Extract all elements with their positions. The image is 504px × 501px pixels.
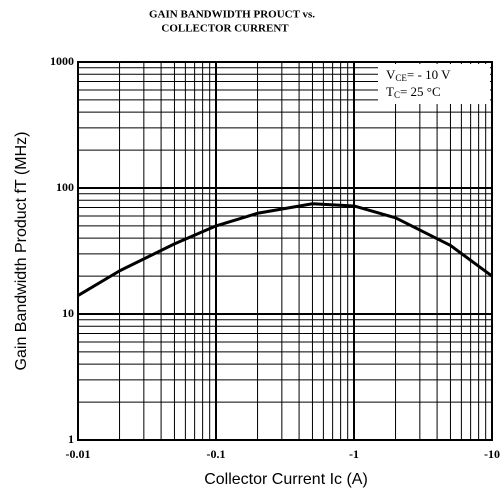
x-tick-label: -0.1 — [207, 447, 226, 461]
y-tick-label: 1 — [68, 432, 74, 446]
y-tick-label: 1000 — [50, 54, 74, 68]
y-axis-label: Gain Bandwidth Product fT (MHz) — [13, 132, 30, 371]
annotation-box — [378, 64, 490, 104]
annotation-text: = - 10 V — [407, 67, 451, 82]
chart-title: COLLECTOR CURRENT — [161, 23, 289, 35]
x-tick-label: -10 — [484, 447, 500, 461]
chart-title: GAIN BANDWIDTH PROUCT vs. — [149, 9, 315, 21]
y-tick-label: 100 — [56, 180, 74, 194]
x-tick-label: -0.01 — [66, 447, 91, 461]
y-tick-label: 10 — [62, 306, 74, 320]
annotation-subscript: C — [394, 90, 400, 100]
x-tick-label: -1 — [349, 447, 359, 461]
annotation-symbol: T — [386, 84, 394, 99]
x-axis-label: Collector Current Ic (A) — [204, 471, 368, 488]
plot-frame — [77, 61, 493, 441]
annotation-subscript: CE — [395, 73, 407, 83]
annotation-symbol: V — [386, 67, 396, 82]
data-line — [77, 202, 493, 297]
annotation: TC= 25 °C — [386, 84, 441, 100]
annotation: VCE= - 10 V — [386, 67, 451, 83]
annotation-text: = 25 °C — [400, 84, 441, 99]
